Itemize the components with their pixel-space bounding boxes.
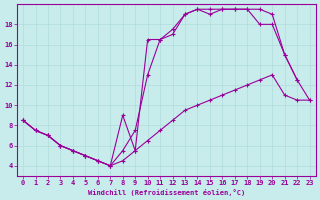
- X-axis label: Windchill (Refroidissement éolien,°C): Windchill (Refroidissement éolien,°C): [88, 189, 245, 196]
